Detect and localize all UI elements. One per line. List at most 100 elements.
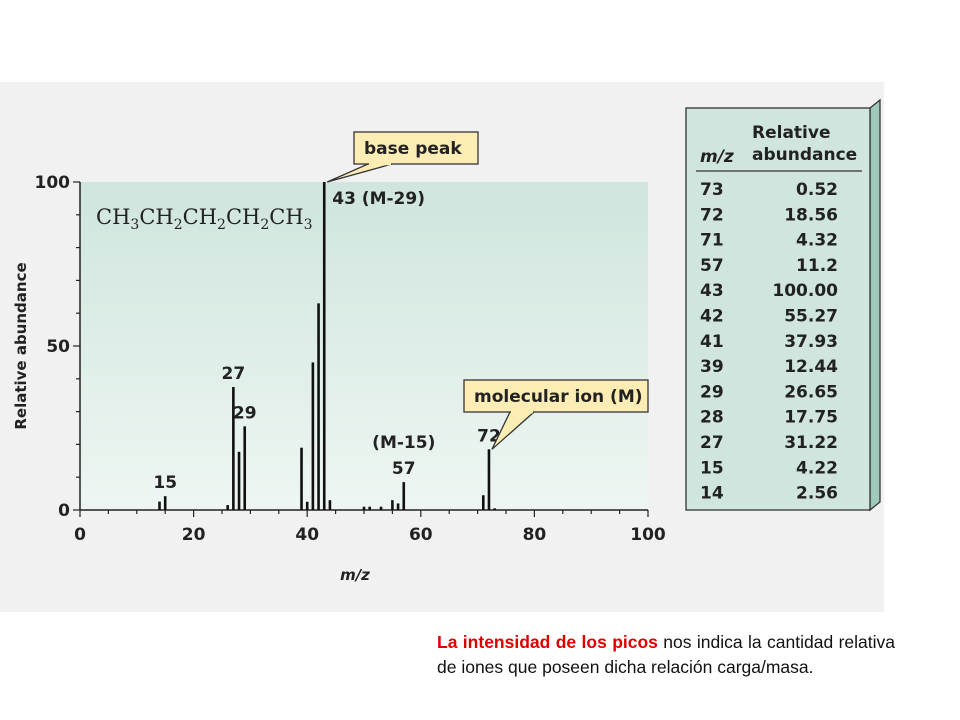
callout-label: molecular ion (M) xyxy=(474,387,643,407)
x-tick-label: 100 xyxy=(630,525,666,545)
spectrum-bar xyxy=(158,501,161,510)
table-row: 28 17.75 xyxy=(700,408,838,428)
table-background xyxy=(685,107,871,511)
table-header-mz: m/z xyxy=(700,147,734,167)
callout-pointer xyxy=(326,163,393,183)
table-cell-abundance: 4.32 xyxy=(796,231,838,251)
table-cell-mz: 57 xyxy=(700,256,724,276)
table-row: 72 18.56 xyxy=(700,205,838,225)
table-cell-mz: 39 xyxy=(700,357,724,377)
spectrum-bar xyxy=(305,501,309,510)
table-cell-mz: 15 xyxy=(700,458,724,478)
table-cell-mz: 14 xyxy=(700,484,724,504)
table-cell-mz: 43 xyxy=(700,281,724,301)
callout: base peak xyxy=(326,131,479,183)
spectrum-bar xyxy=(243,426,247,510)
plot-area xyxy=(80,182,648,510)
peak-label: 27 xyxy=(222,364,246,384)
table-cell-abundance: 11.2 xyxy=(796,256,838,276)
peak-labels: 15 27 29 57 (M-15) 72 43 (M-29) xyxy=(153,189,500,493)
table-cell-mz: 42 xyxy=(700,307,724,327)
spectrum-bar xyxy=(328,500,332,510)
table-row: 39 12.44 xyxy=(700,357,838,377)
peak-label: 29 xyxy=(233,403,257,423)
caption-rest: nos indica la cantidad relativa de iones… xyxy=(437,632,895,677)
spectrum-bar xyxy=(379,506,383,510)
spectrum-bar xyxy=(368,506,371,510)
table-cell-abundance: 12.44 xyxy=(784,357,838,377)
table-cell-mz: 73 xyxy=(700,180,724,200)
spectrum-bars xyxy=(158,182,496,510)
table-row: 71 4.32 xyxy=(700,231,838,251)
spectrum-bar xyxy=(311,362,315,510)
x-tick-label: 20 xyxy=(182,525,206,545)
x-tick-label: 60 xyxy=(409,525,433,545)
table-row: 43 100.00 xyxy=(700,281,838,301)
spectrum-bar xyxy=(163,496,167,510)
spectrum-bar xyxy=(237,451,241,510)
table-row: 73 0.52 xyxy=(700,180,838,200)
table-cell-mz: 72 xyxy=(700,205,724,225)
table-cell-mz: 41 xyxy=(700,332,724,352)
x-tick-label: 0 xyxy=(74,525,86,545)
table-row: 41 37.93 xyxy=(700,332,838,352)
table-row: 27 31.22 xyxy=(700,433,838,453)
callout-box xyxy=(463,379,649,413)
spectrum-bar xyxy=(226,505,229,510)
peak-label: 72 xyxy=(477,426,501,446)
table-row: 42 55.27 xyxy=(700,307,838,327)
table-row: 57 11.2 xyxy=(700,256,838,276)
table-cell-mz: 28 xyxy=(700,408,724,428)
spectrum-bar xyxy=(362,506,366,510)
y-tick-label: 0 xyxy=(58,501,70,521)
x-tick-label: 40 xyxy=(295,525,319,545)
table-3d-side xyxy=(869,98,881,512)
callout: molecular ion (M) xyxy=(463,379,649,450)
table-cell-abundance: 26.65 xyxy=(784,382,838,402)
table-header-relative: Relative xyxy=(752,123,830,143)
spectrum-bar xyxy=(487,449,491,510)
caption: La intensidad de los picos nos indica la… xyxy=(437,630,895,680)
spectrum-bar xyxy=(232,387,235,510)
table-cell-abundance: 37.93 xyxy=(784,332,838,352)
molecular-formula: CH3CH2CH2CH2CH3 xyxy=(96,205,313,233)
callout-box xyxy=(353,131,479,165)
spectrum-bar xyxy=(300,447,303,510)
spectrum-bar xyxy=(317,303,320,510)
spectrum-bar xyxy=(493,508,496,510)
table-row: 15 4.22 xyxy=(700,458,838,478)
x-axis-title: m/z xyxy=(340,566,370,584)
peak-label: 43 (M-29) xyxy=(332,189,425,209)
table-cell-abundance: 55.27 xyxy=(784,307,838,327)
spectrum-bar xyxy=(391,500,394,510)
peak-label: 15 xyxy=(153,473,177,493)
table-cell-abundance: 18.56 xyxy=(784,205,838,225)
peak-label: (M-15) xyxy=(372,433,435,453)
axes: 0 20 40 60 80 100 0 50 100 xyxy=(35,173,666,545)
table-row: 29 26.65 xyxy=(700,382,838,402)
table-header-abundance: abundance xyxy=(752,145,857,165)
table-cell-mz: 29 xyxy=(700,382,724,402)
spectrum-bar xyxy=(402,482,406,510)
figure-panel: CH3CH2CH2CH2CH3 0 20 40 60 80 100 0 50 100 15 27 2… xyxy=(0,82,884,612)
table-cell-abundance: 100.00 xyxy=(772,281,838,301)
y-tick-label: 100 xyxy=(35,173,71,193)
spectrum-bar xyxy=(396,503,400,510)
spectrum-bar xyxy=(322,182,326,510)
table-cell-abundance: 0.52 xyxy=(796,180,838,200)
table-row: 14 2.56 xyxy=(700,484,838,504)
peak-label: 57 xyxy=(392,459,416,479)
y-tick-label: 50 xyxy=(46,337,70,357)
table-cell-abundance: 2.56 xyxy=(796,484,838,504)
table-cell-abundance: 17.75 xyxy=(784,408,838,428)
caption-highlight: La intensidad de los picos xyxy=(437,632,658,652)
table-cell-mz: 27 xyxy=(700,433,724,453)
table-cell-abundance: 4.22 xyxy=(796,458,838,478)
callout-label: base peak xyxy=(364,139,462,159)
table-cell-mz: 71 xyxy=(700,231,724,251)
spectrum-bar xyxy=(481,495,485,510)
x-tick-label: 80 xyxy=(523,525,547,545)
